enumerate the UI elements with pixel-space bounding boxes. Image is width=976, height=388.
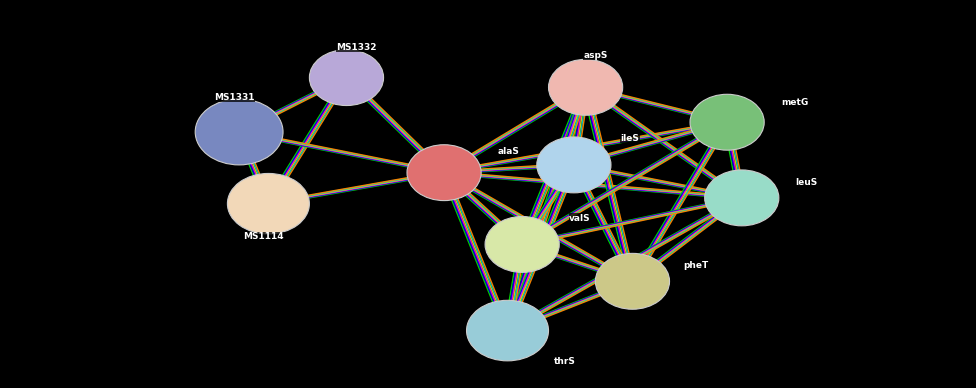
Text: alaS: alaS (498, 147, 519, 156)
Ellipse shape (227, 173, 309, 234)
Text: aspS: aspS (584, 51, 607, 60)
Ellipse shape (595, 253, 670, 309)
Text: valS: valS (569, 213, 590, 223)
Ellipse shape (549, 59, 623, 115)
Text: leuS: leuS (795, 178, 818, 187)
Text: MS1332: MS1332 (336, 43, 377, 52)
Ellipse shape (467, 300, 549, 361)
Text: MS1331: MS1331 (214, 92, 255, 102)
Ellipse shape (407, 145, 481, 201)
Text: thrS: thrS (554, 357, 576, 366)
Ellipse shape (705, 170, 779, 226)
Ellipse shape (195, 99, 283, 165)
Ellipse shape (309, 50, 384, 106)
Ellipse shape (485, 217, 559, 272)
Text: ileS: ileS (621, 134, 639, 143)
Text: metG: metG (781, 98, 808, 107)
Text: MS1114: MS1114 (243, 232, 284, 241)
Ellipse shape (690, 94, 764, 150)
Ellipse shape (537, 137, 611, 193)
Text: pheT: pheT (683, 261, 709, 270)
